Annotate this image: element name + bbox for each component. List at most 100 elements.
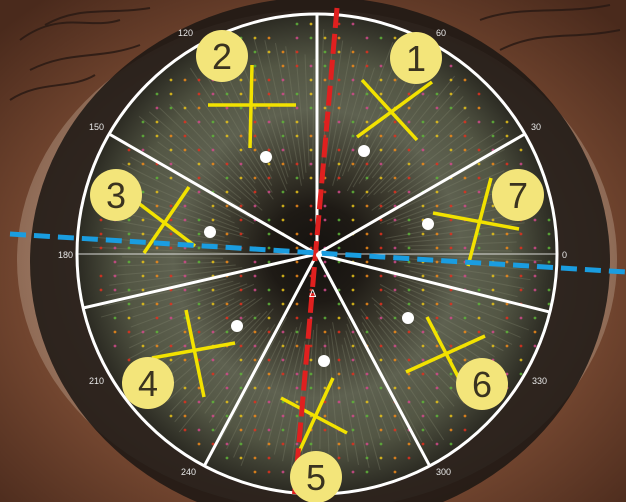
topography-dot — [281, 274, 285, 278]
topography-dot — [225, 302, 229, 306]
topography-dot — [141, 260, 145, 264]
topography-dot — [337, 288, 341, 292]
topography-dot — [337, 260, 341, 264]
topography-dot — [323, 134, 327, 138]
iris-fiber — [398, 232, 521, 244]
topography-dot — [281, 162, 285, 166]
iris-fiber — [403, 290, 513, 345]
topography-dot — [197, 428, 201, 432]
topography-dot — [183, 148, 187, 152]
topography-dot — [281, 120, 285, 124]
topography-dot — [281, 442, 285, 446]
topography-dot — [519, 316, 523, 320]
topography-dot — [113, 330, 117, 334]
topography-dot — [309, 106, 313, 110]
topography-dot — [127, 288, 131, 292]
topography-dot — [211, 400, 215, 404]
topography-dot — [505, 330, 509, 334]
topography-dot — [407, 232, 411, 236]
topography-dot — [267, 232, 271, 236]
topography-dot — [421, 134, 425, 138]
topography-dot — [351, 120, 355, 124]
topography-dot — [379, 442, 383, 446]
topography-dot — [533, 330, 537, 334]
topography-dot — [365, 470, 369, 474]
topography-dot — [239, 442, 243, 446]
topography-dot — [449, 344, 453, 348]
topography-dot — [211, 134, 215, 138]
topography-dot — [211, 204, 215, 208]
topography-dot — [463, 176, 467, 180]
topography-dot — [281, 92, 285, 96]
topography-dot — [155, 316, 159, 320]
topography-dot — [267, 50, 271, 54]
topography-dot — [155, 190, 159, 194]
topography-dot — [99, 232, 103, 236]
topography-dot — [393, 330, 397, 334]
topography-dot — [449, 204, 453, 208]
topography-dot — [309, 92, 313, 96]
topography-dot — [435, 92, 439, 96]
sector-badge-6: 6 — [456, 358, 508, 410]
cross-sector-5 — [280, 377, 348, 453]
topography-dot — [337, 400, 341, 404]
topography-dot — [281, 204, 285, 208]
topography-dot — [337, 246, 341, 250]
topography-dot — [155, 302, 159, 306]
degree-label-150: 150 — [89, 122, 104, 132]
topography-dot — [519, 148, 523, 152]
iris-fiber — [157, 141, 244, 206]
topography-dot — [351, 218, 355, 222]
topography-dot — [393, 288, 397, 292]
topography-dot — [169, 162, 173, 166]
iris-fiber — [361, 315, 445, 441]
topography-dot — [421, 428, 425, 432]
topography-dot — [449, 386, 453, 390]
topography-dot — [463, 414, 467, 418]
topography-dot — [141, 274, 145, 278]
cross-sector-2 — [208, 64, 296, 149]
reference-dot — [318, 355, 330, 367]
topography-dot — [323, 400, 327, 404]
topography-dot — [281, 148, 285, 152]
topography-dot — [169, 204, 173, 208]
topography-dot — [211, 288, 215, 292]
iris-fiber — [385, 137, 505, 210]
sector-divider — [316, 252, 551, 314]
iris-fiber — [282, 341, 306, 462]
topography-dot — [421, 162, 425, 166]
topography-dot — [491, 162, 495, 166]
topography-dot — [127, 218, 131, 222]
topography-dot — [435, 400, 439, 404]
sector-dividers — [82, 14, 551, 467]
topography-dot — [113, 288, 117, 292]
topography-dot — [477, 330, 481, 334]
topography-dot — [477, 162, 481, 166]
topography-dot — [295, 330, 299, 334]
reference-dot — [358, 145, 370, 157]
topography-dot — [449, 148, 453, 152]
topography-dot — [197, 218, 201, 222]
topography-dot — [211, 428, 215, 432]
topography-dot — [197, 330, 201, 334]
topography-dot — [267, 78, 271, 82]
topography-dot — [449, 106, 453, 110]
iris-fiber — [345, 330, 381, 439]
topography-dot — [267, 218, 271, 222]
iris-fiber — [366, 96, 464, 198]
topography-dot — [407, 260, 411, 264]
topography-dot — [379, 162, 383, 166]
topography-dot — [267, 470, 271, 474]
topography-dot — [519, 246, 523, 250]
topography-dot — [225, 162, 229, 166]
topography-dot — [295, 414, 299, 418]
degree-label-180: 180 — [58, 250, 73, 260]
topography-dot — [351, 78, 355, 82]
topography-dot — [407, 456, 411, 460]
iris-fiber — [312, 59, 315, 161]
topography-dot — [463, 120, 467, 124]
iris-fiber — [378, 126, 504, 210]
topography-dot — [253, 134, 257, 138]
topography-dot — [463, 148, 467, 152]
topography-dot — [197, 246, 201, 250]
